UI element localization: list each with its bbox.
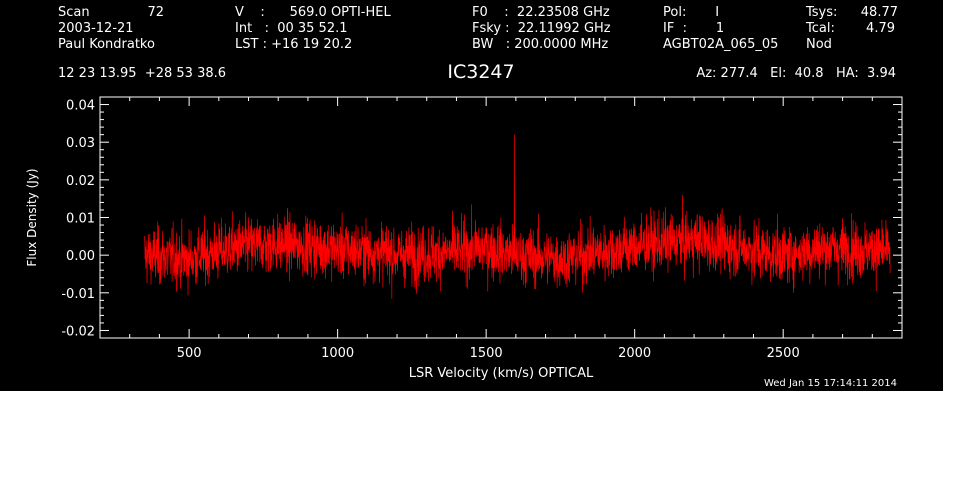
spectrum-trace-group bbox=[144, 134, 891, 299]
obs-date: 2003-12-21 bbox=[58, 21, 134, 36]
observer-name: Paul Kondratko bbox=[58, 37, 155, 52]
source-name: IC3247 bbox=[447, 61, 515, 83]
rest-frequency: F0 : 22.23508 GHz bbox=[472, 5, 610, 20]
plot-frame bbox=[99, 96, 903, 339]
switching-mode: Nod bbox=[806, 37, 832, 52]
tcal-value: 4.79 bbox=[866, 21, 895, 36]
polarization: Pol: I bbox=[663, 5, 720, 20]
y-tick-label: 0.03 bbox=[66, 136, 95, 151]
x-axis-label: LSR Velocity (km/s) OPTICAL bbox=[409, 366, 594, 381]
x-tick-label: 2500 bbox=[767, 346, 800, 361]
scan-label: Scan bbox=[58, 5, 90, 20]
x-tick-label: 500 bbox=[177, 346, 202, 361]
x-tick-label: 2000 bbox=[618, 346, 651, 361]
sky-frequency: Fsky : 22.11992 GHz bbox=[472, 21, 611, 36]
y-tick-label: 0.01 bbox=[66, 212, 95, 227]
velocity-info: V : 569.0 OPTI-HEL bbox=[235, 5, 391, 20]
spectrum-trace bbox=[144, 134, 891, 299]
source-coordinates: 12 23 13.95 +28 53 38.6 bbox=[58, 66, 227, 81]
lst-info: LST : +16 19 20.2 bbox=[235, 37, 353, 52]
x-tick-label: 1500 bbox=[470, 346, 503, 361]
y-tick-label: -0.01 bbox=[61, 287, 95, 302]
y-tick-label: 0.04 bbox=[66, 99, 95, 114]
integration-time: Int : 00 35 52.1 bbox=[235, 21, 348, 36]
y-axis-label: Flux Density (Jy) bbox=[25, 168, 39, 266]
axis-ticks: 500 1000 1500 2000 2500 -0.02 -0.01 0.00 0.01 0.0… bbox=[61, 96, 903, 361]
tsys-value: 48.77 bbox=[860, 5, 898, 20]
plot-timestamp: Wed Jan 15 17:14:11 2014 bbox=[763, 378, 897, 389]
tsys-label: Tsys: bbox=[806, 5, 838, 20]
y-tick-label: 0.02 bbox=[66, 174, 95, 189]
y-tick-label: -0.02 bbox=[61, 324, 95, 339]
tcal-label: Tcal: bbox=[806, 21, 835, 36]
x-tick-label: 1000 bbox=[321, 346, 354, 361]
project-id: AGBT02A_065_05 bbox=[663, 37, 779, 52]
bandwidth: BW : 200.0000 MHz bbox=[472, 37, 609, 52]
plot-panel: Scan 72 2003-12-21 Paul Kondratko V : 56… bbox=[0, 0, 943, 391]
if-number: IF : 1 bbox=[663, 21, 725, 36]
y-tick-label: 0.00 bbox=[66, 249, 95, 264]
az-el-ha: Az: 277.4 El: 40.8 HA: 3.94 bbox=[696, 66, 896, 81]
scan-number: 72 bbox=[147, 5, 164, 20]
